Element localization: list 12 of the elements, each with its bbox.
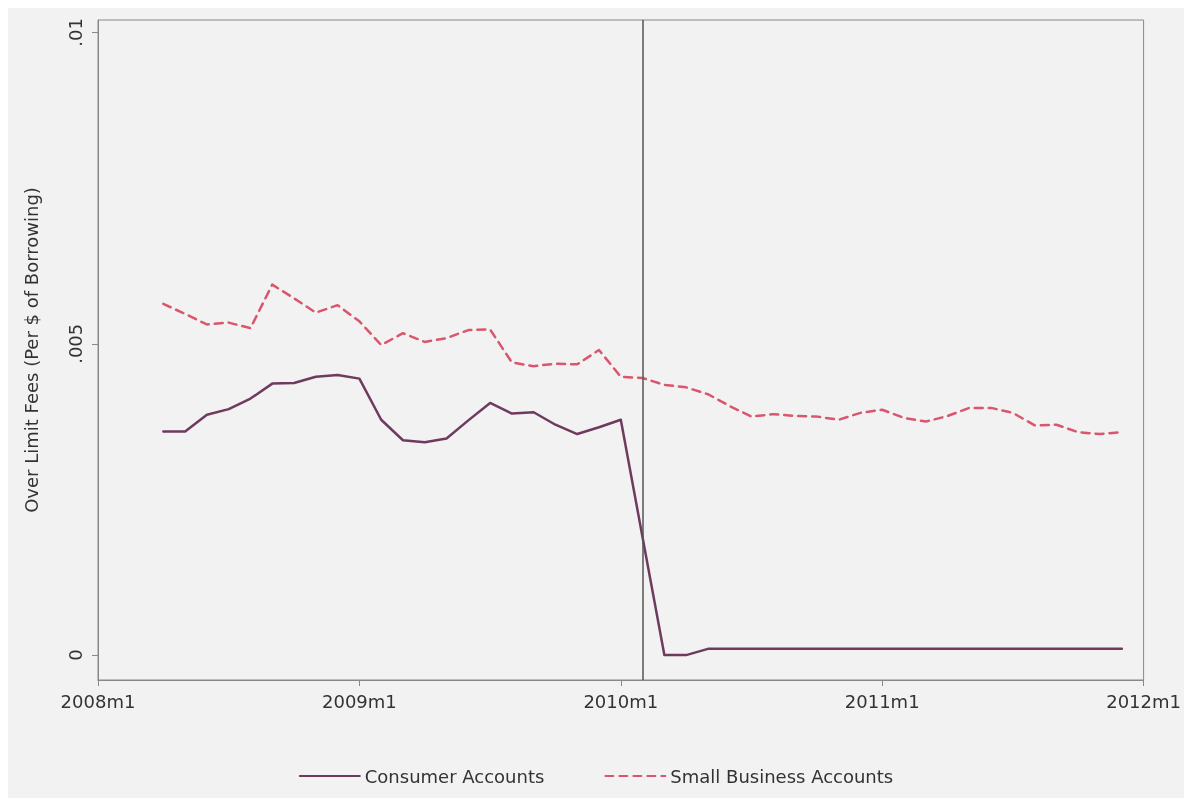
legend-label: Consumer Accounts: [364, 765, 545, 787]
line-series: [162, 373, 1124, 657]
x-tick-label: 2011m1: [844, 690, 920, 712]
legend-label: Small Business Accounts: [670, 765, 894, 787]
y-tick-label: .005: [64, 323, 86, 364]
y-tick-label: .01: [64, 18, 86, 47]
x-tick-label: 2010m1: [583, 690, 659, 712]
y-tick-label: 0: [64, 649, 86, 661]
x-tick-label: 2012m1: [1106, 690, 1181, 712]
x-tick-label: 2009m1: [322, 690, 397, 712]
x-tick-label: 2008m1: [60, 690, 136, 712]
y-axis-title: Over Limit Fees (Per $ of Borrowing): [20, 187, 42, 513]
